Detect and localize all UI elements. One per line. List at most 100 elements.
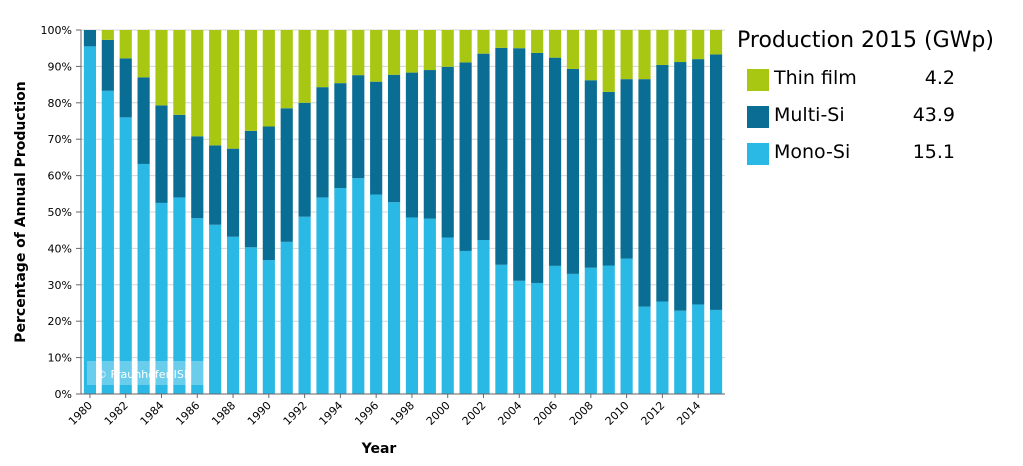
bar-segment-mono-si: [513, 280, 526, 394]
bar-segment-mono-si: [119, 117, 132, 395]
bar-segment-mono-si: [692, 304, 705, 394]
bar-segment-mono-si: [280, 241, 293, 394]
bar-segment-multi-si: [495, 47, 508, 265]
x-tick-label: 2002: [460, 399, 489, 428]
bar-segment-multi-si: [584, 80, 597, 268]
bar-segment-thin-film: [370, 30, 383, 82]
bars: [83, 30, 723, 395]
x-tick-label: 1992: [281, 399, 310, 428]
bar-segment-thin-film: [495, 30, 508, 48]
x-tick-label: 1986: [173, 399, 202, 428]
x-tick-label: 2004: [495, 399, 524, 428]
bar-segment-thin-film: [709, 30, 723, 55]
bar-segment-mono-si: [155, 202, 168, 394]
bar-segment-mono-si: [656, 301, 669, 394]
bar-segment-multi-si: [119, 58, 132, 118]
bar-segment-mono-si: [137, 163, 150, 394]
bar-segment-multi-si: [566, 68, 580, 274]
bar-segment-thin-film: [244, 30, 258, 131]
bar-segment-mono-si: [441, 237, 454, 394]
bar-segment-thin-film: [602, 30, 615, 92]
bar-segment-mono-si: [173, 197, 186, 394]
bar-segment-multi-si: [191, 136, 204, 219]
bar-segment-thin-film: [441, 30, 454, 67]
bar-segment-thin-film: [119, 30, 132, 59]
bar-segment-mono-si: [334, 187, 347, 394]
bar-segment-multi-si: [173, 114, 186, 198]
bar-segment-thin-film: [298, 30, 311, 103]
bar-segment-multi-si: [298, 102, 311, 217]
y-tick-label: 10%: [48, 352, 72, 365]
y-axis-label: Percentage of Annual Production: [13, 81, 29, 343]
watermark-text: © Fraunhofer ISE: [96, 368, 191, 381]
gridlines: [81, 29, 725, 395]
bar-segment-mono-si: [298, 216, 311, 394]
legend-item-multi-si: Multi-Si 43.9: [737, 102, 1017, 139]
x-tick-label: 2008: [567, 399, 596, 428]
bar-segment-multi-si: [244, 130, 258, 248]
bar-segment-multi-si: [280, 108, 293, 242]
x-tick-label: 2010: [603, 399, 632, 428]
legend-value: 43.9: [912, 104, 955, 126]
bar-segment-thin-film: [638, 30, 651, 80]
y-tick-label: 70%: [48, 133, 72, 146]
bar-segment-thin-film: [173, 30, 186, 115]
y-tick-labels: 0% 10% 20% 30% 40% 50% 60% 70% 80% 90% 100%: [41, 24, 81, 401]
y-tick-label: 90%: [48, 60, 72, 73]
bar-segment-mono-si: [387, 202, 401, 394]
bar-segment-thin-film: [548, 30, 562, 58]
bar-segment-mono-si: [620, 258, 633, 394]
bar-segment-thin-film: [155, 30, 168, 106]
x-tick-label: 2000: [424, 399, 453, 428]
bar-segment-thin-film: [137, 30, 150, 78]
y-tick-label: 0%: [55, 388, 72, 401]
bar-segment-mono-si: [405, 217, 419, 394]
x-tick-label: 2014: [674, 399, 703, 428]
bar-segment-multi-si: [316, 87, 329, 198]
bar-segment-thin-film: [656, 30, 669, 65]
bar-segment-multi-si: [423, 70, 436, 219]
bar-segment-multi-si: [137, 77, 150, 164]
bar-segment-multi-si: [209, 145, 222, 225]
bar-segment-mono-si: [352, 178, 365, 394]
legend: Production 2015 (GWp) Thin film 4.2 Mult…: [737, 28, 1017, 176]
x-tick-label: 2006: [531, 399, 560, 428]
x-tick-label: 1988: [209, 399, 238, 428]
x-tick-labels: 1980 1982 1984 1986 1988 1990 1992 1994 1996 1998…: [66, 394, 703, 428]
bar-segment-multi-si: [352, 75, 365, 179]
bar-segment-thin-film: [674, 30, 687, 63]
legend-swatch-multi-si: [747, 106, 769, 128]
bar-segment-thin-film: [423, 30, 436, 71]
bar-segment-mono-si: [370, 194, 383, 394]
legend-label: Multi-Si: [774, 104, 845, 126]
bar-segment-multi-si: [155, 105, 168, 203]
legend-label: Mono-Si: [774, 141, 851, 163]
bar-segment-thin-film: [405, 30, 419, 73]
bar-segment-thin-film: [459, 30, 472, 63]
bar-segment-thin-film: [477, 30, 490, 54]
bar-segment-mono-si: [191, 218, 204, 394]
bar-segment-mono-si: [244, 247, 258, 394]
x-tick-label: 2012: [639, 399, 668, 428]
bar-segment-multi-si: [692, 59, 705, 305]
legend-value: 15.1: [912, 141, 955, 163]
y-tick-label: 20%: [48, 315, 72, 328]
legend-item-thin-film: Thin film 4.2: [737, 65, 1017, 102]
x-tick-label: 1980: [66, 399, 95, 428]
bar-segment-mono-si: [638, 306, 651, 394]
bar-segment-mono-si: [495, 264, 508, 394]
legend-label: Thin film: [774, 67, 857, 89]
x-axis-label: Year: [361, 441, 397, 457]
bar-segment-multi-si: [477, 53, 490, 241]
bar-segment-mono-si: [674, 310, 687, 394]
bar-segment-multi-si: [656, 64, 669, 302]
bar-segment-thin-film: [352, 30, 365, 76]
bar-segment-thin-film: [387, 30, 401, 75]
bar-segment-multi-si: [262, 126, 275, 261]
bar-segment-mono-si: [459, 250, 472, 394]
bar-segment-mono-si: [531, 282, 544, 394]
y-tick-label: 40%: [48, 242, 72, 255]
bar-segment-multi-si: [226, 148, 240, 237]
bar-segment-multi-si: [83, 30, 97, 47]
bar-segment-mono-si: [548, 265, 562, 394]
